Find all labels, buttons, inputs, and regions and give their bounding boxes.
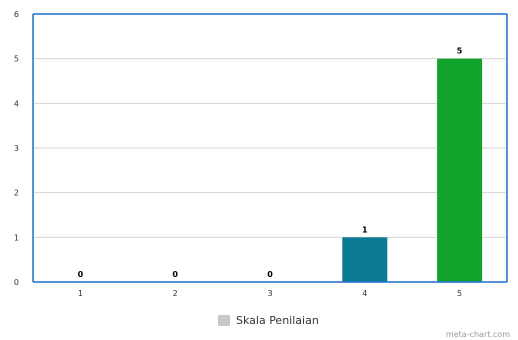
x-tick-label-3: 3 xyxy=(267,289,272,298)
data-label-5: 5 xyxy=(457,47,463,56)
y-tick-label-5: 5 xyxy=(14,55,19,64)
y-tick-label-3: 3 xyxy=(14,144,19,153)
data-label-2: 0 xyxy=(172,270,178,279)
bar-chart: 0 1 2 3 4 5 6 0 1 0 2 0 3 1 4 5 5 xyxy=(14,10,508,298)
bar-4 xyxy=(342,237,388,282)
x-tick-label-2: 2 xyxy=(173,289,178,298)
y-tick-label-4: 4 xyxy=(14,99,19,108)
legend: Skala Penilaian xyxy=(218,314,319,327)
legend-label: Skala Penilaian xyxy=(236,314,319,327)
x-tick-label-1: 1 xyxy=(78,289,83,298)
data-label-1: 0 xyxy=(78,270,84,279)
bar-5 xyxy=(437,58,483,282)
legend-swatch xyxy=(218,315,230,326)
y-tick-label-2: 2 xyxy=(14,189,19,198)
x-tick-label-4: 4 xyxy=(362,289,367,298)
watermark: meta-chart.com xyxy=(445,330,510,339)
y-tick-label-0: 0 xyxy=(14,278,19,287)
data-label-3: 0 xyxy=(267,270,273,279)
x-tick-label-5: 5 xyxy=(457,289,462,298)
y-tick-label-1: 1 xyxy=(14,233,19,242)
y-tick-label-6: 6 xyxy=(14,10,19,19)
data-label-4: 1 xyxy=(362,225,368,234)
